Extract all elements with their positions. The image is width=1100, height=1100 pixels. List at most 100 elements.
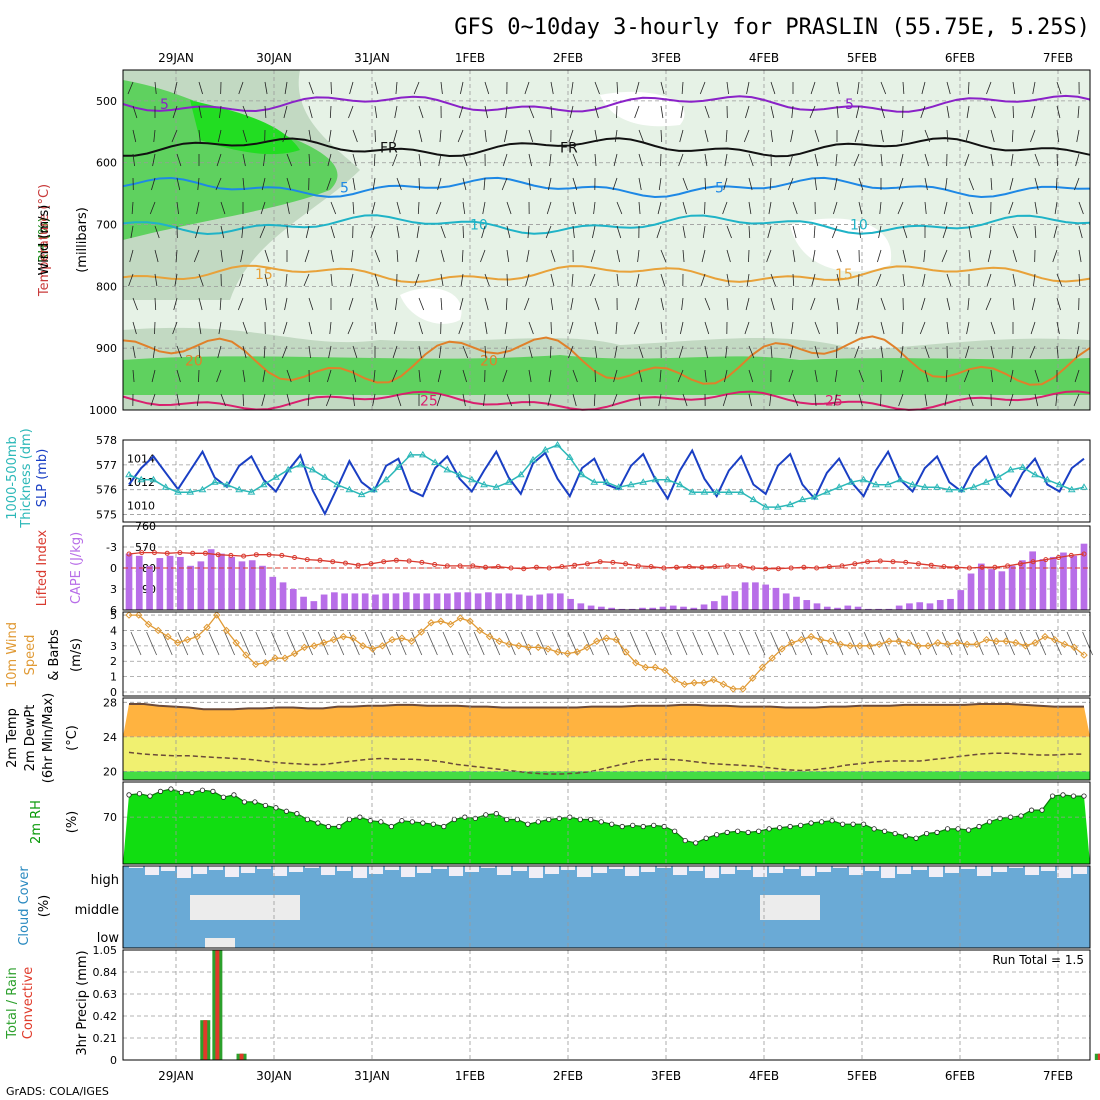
wind-barb [633, 321, 640, 335]
lifted-index-point [139, 550, 145, 556]
wind-barb [264, 105, 267, 119]
wind-barb [373, 369, 376, 383]
wind-barb [281, 345, 288, 359]
isotherm-label: 5 [340, 180, 349, 196]
cloud-clear-high [849, 866, 863, 875]
wind-barb [965, 345, 970, 359]
wind-barb [613, 369, 618, 383]
wind-barb [836, 273, 841, 287]
side-label: Convective [21, 967, 36, 1040]
wind-barb [880, 369, 883, 383]
wind-speed-point [982, 635, 991, 644]
wind-barb [242, 393, 245, 407]
wind-speed-point [154, 626, 162, 635]
rh-point [346, 816, 352, 823]
wind-barb [308, 129, 312, 143]
wind-barb [238, 81, 244, 95]
cape-bar [443, 593, 451, 610]
wind-barb [945, 177, 948, 191]
cape-bar [135, 555, 143, 610]
cape-bar [680, 606, 687, 610]
lifted-index-tick: 6 [110, 604, 117, 617]
lifted-index-point [1081, 551, 1087, 557]
thickness-point [198, 485, 207, 493]
lifted-index-point [533, 564, 539, 570]
rh-point [367, 818, 373, 824]
wind-barb [880, 345, 884, 359]
wind-barb [945, 369, 948, 383]
thickness-point [639, 478, 648, 485]
wind-barb [875, 273, 882, 287]
wind-barb [483, 177, 486, 191]
cloud-clear-high [1025, 866, 1039, 875]
wind-speed-point [515, 642, 523, 650]
wind-barb [327, 153, 332, 167]
wind-barb [637, 249, 640, 263]
thickness-point [406, 450, 415, 458]
thickness-point [431, 458, 439, 465]
lifted-index-point [559, 564, 565, 570]
thickness-point [137, 475, 146, 483]
cape-bar [474, 593, 482, 610]
cape-bar [382, 593, 390, 610]
lifted-index-point [495, 564, 501, 570]
wind-barb [396, 393, 402, 407]
isotherm-label: 10 [850, 218, 868, 234]
cape-bar [372, 594, 379, 610]
wind-barb [329, 321, 332, 335]
wind-barb [501, 177, 508, 191]
thickness-point [443, 465, 452, 473]
wind-barb [462, 369, 467, 383]
wind-barb [897, 201, 904, 215]
wind-barb [262, 369, 266, 383]
wind-barb [682, 393, 688, 407]
rh-point [241, 799, 248, 805]
wind-barb [436, 393, 442, 407]
wind-barb [219, 297, 222, 311]
wind-barb [590, 249, 596, 263]
side-label: Speed [23, 635, 38, 676]
cape-bar [844, 605, 852, 610]
wind-barb [484, 129, 487, 143]
rh-point [892, 830, 898, 837]
cape-bar [351, 593, 359, 610]
cloud-clear-high [977, 866, 991, 876]
wind-barb [161, 631, 173, 656]
rh-point [661, 823, 667, 830]
wind-barb [439, 345, 442, 359]
wind-barb [418, 177, 420, 191]
wind-barb [506, 201, 512, 215]
wind-barb [1012, 81, 1016, 95]
panel-frame [122, 865, 1091, 949]
lifted-index-point [393, 557, 399, 563]
wind-barb [880, 153, 883, 167]
wind-barb [677, 369, 684, 383]
wind-barb [548, 177, 552, 191]
wind-barb [770, 297, 775, 311]
thickness-point [982, 478, 990, 485]
wind-barb [660, 249, 667, 263]
wind-barb [224, 631, 235, 656]
wind-barb [814, 393, 817, 407]
wind-speed-point [290, 649, 299, 658]
wind-barb [128, 273, 134, 287]
rh-point [189, 789, 195, 796]
wind-barb [391, 369, 398, 383]
isotherm-label: 5 [845, 97, 854, 113]
wind-barb [638, 153, 643, 167]
wind-barb [198, 297, 203, 311]
side-label: (°C) [65, 725, 80, 751]
cloud-clear-high [433, 866, 447, 869]
wind-speed-point [875, 640, 884, 649]
dewpoint-line [128, 751, 1084, 775]
wind-barb [638, 201, 641, 215]
wind-barb [990, 321, 996, 335]
thickness-point [394, 463, 403, 470]
date-label: 31JAN [354, 1069, 390, 1083]
wind-barb [722, 201, 728, 215]
wind-barb [440, 81, 443, 95]
wind-barb [349, 631, 360, 656]
wind-speed-point [281, 654, 289, 662]
wind-barb [1075, 153, 1080, 167]
rh-point [609, 821, 615, 827]
